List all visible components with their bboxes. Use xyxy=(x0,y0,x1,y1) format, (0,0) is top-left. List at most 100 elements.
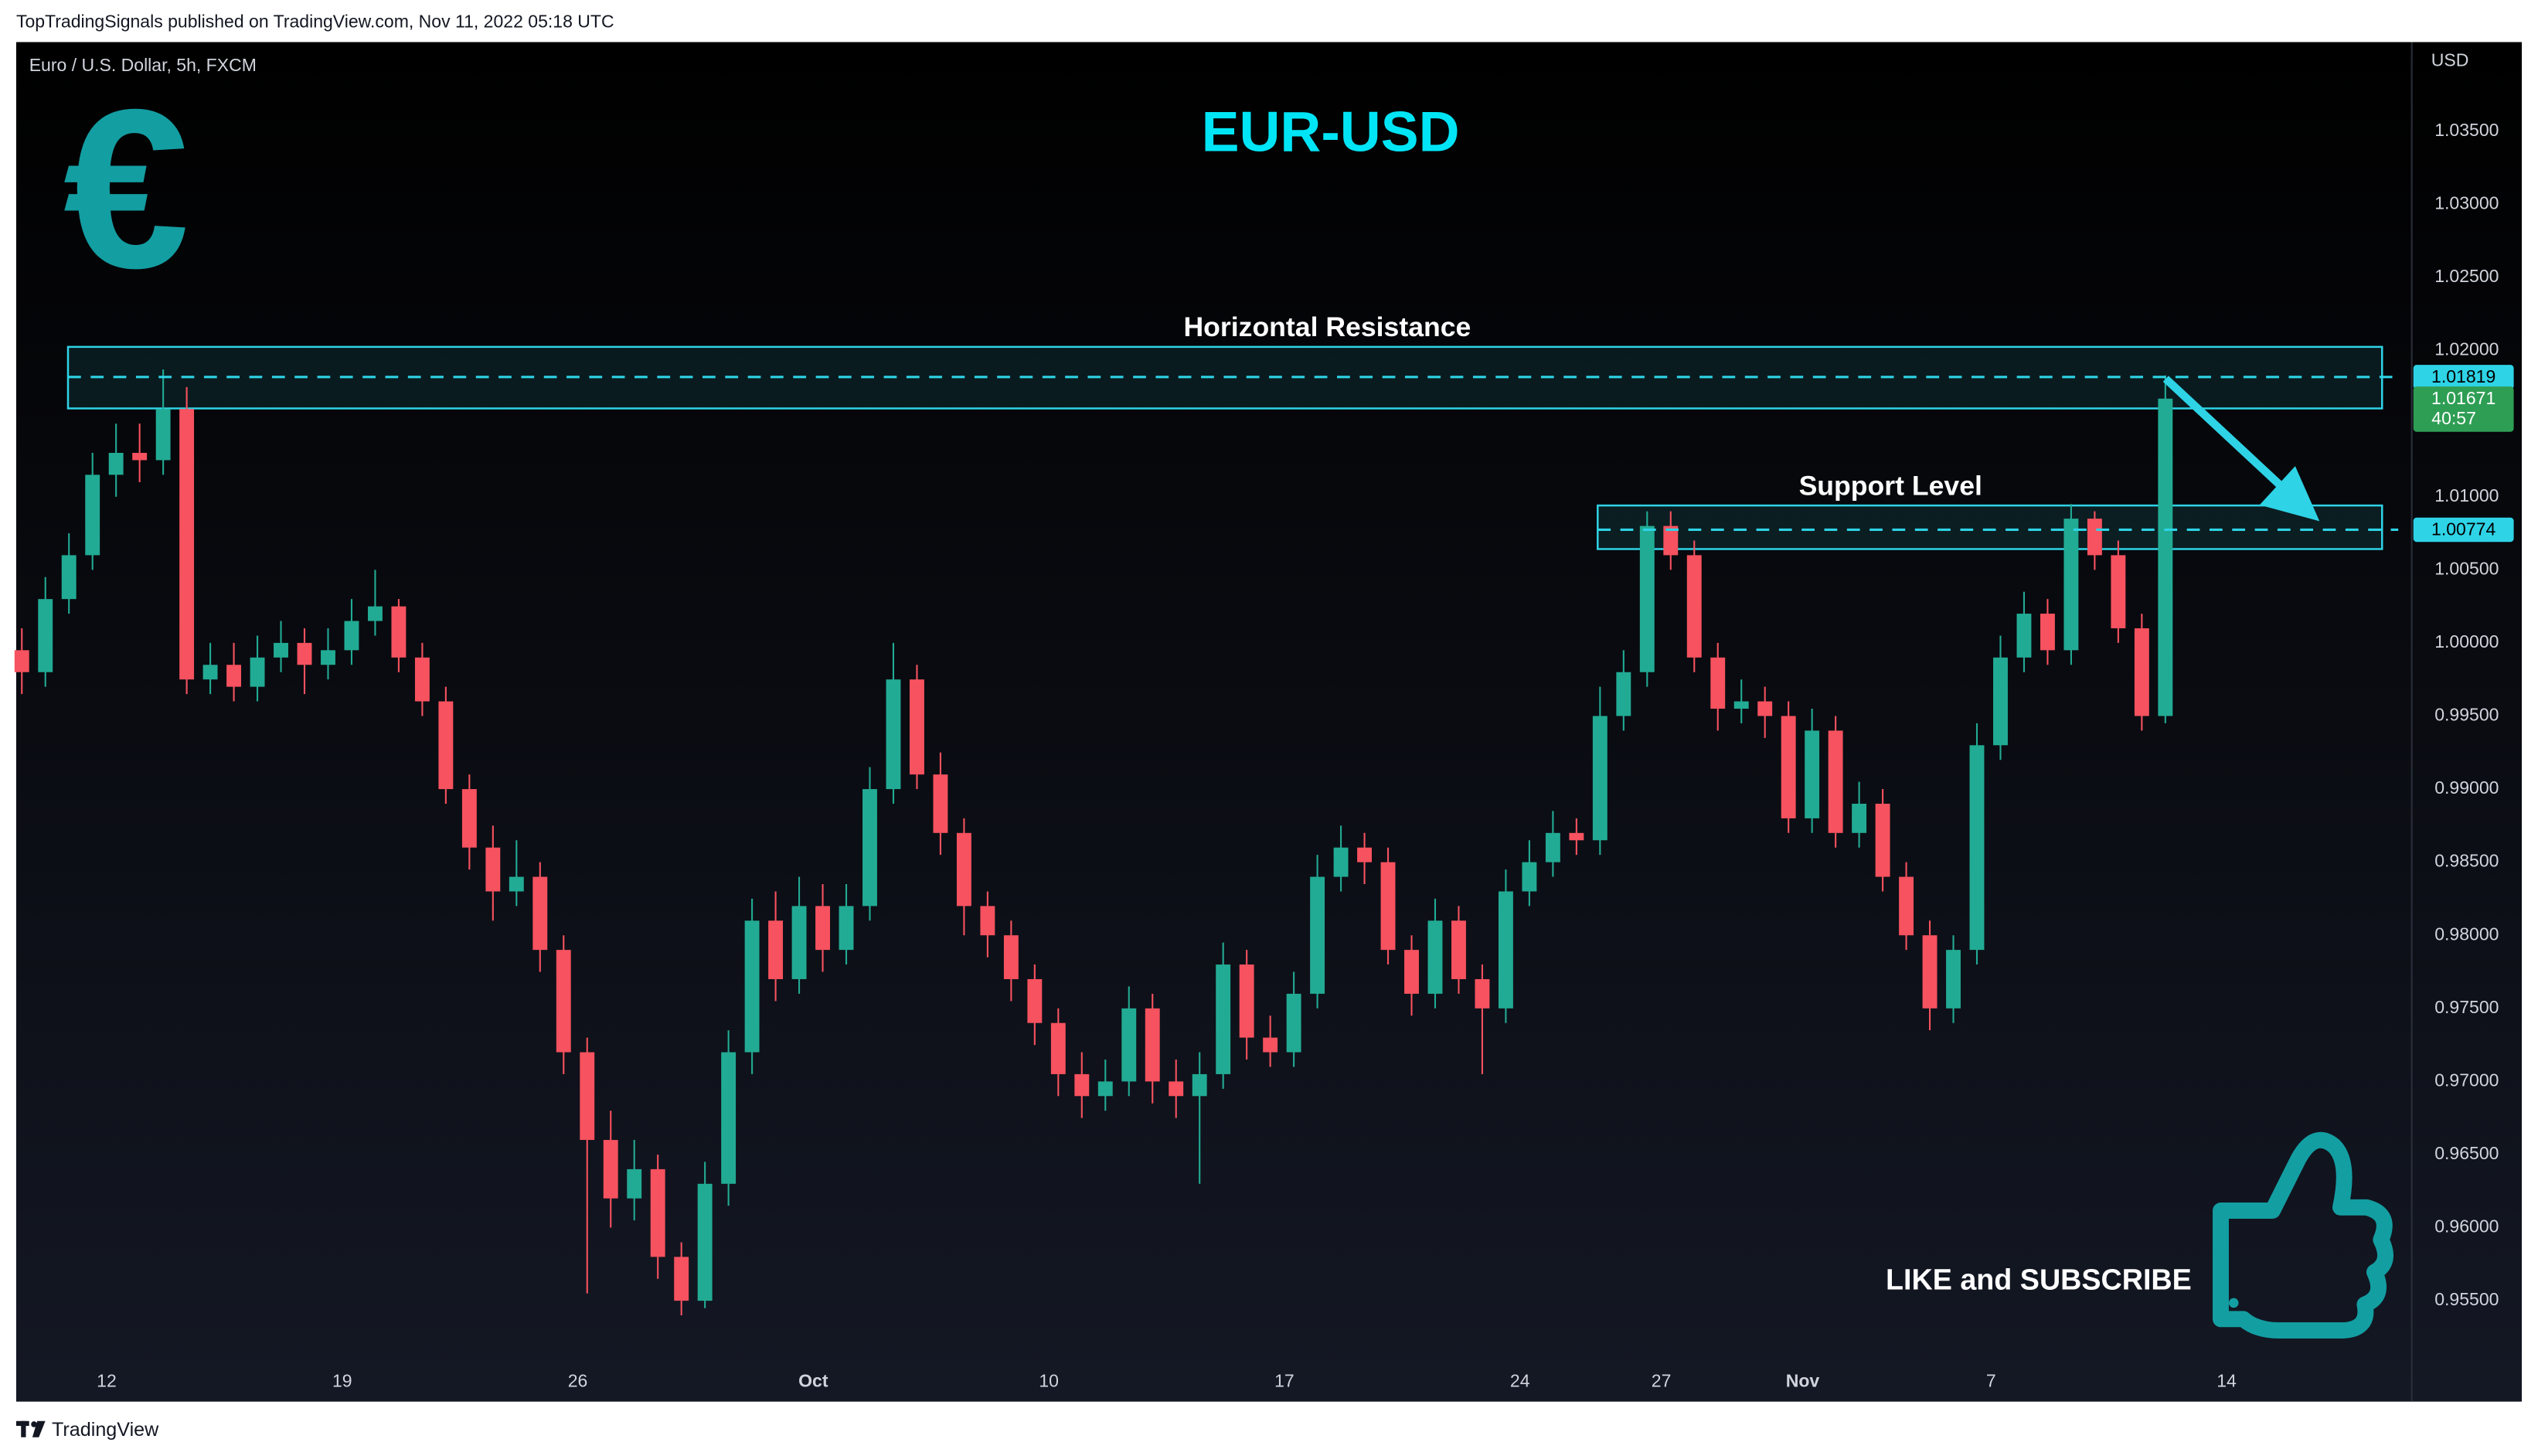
candle-body xyxy=(250,657,265,687)
thumbs-up-icon xyxy=(2213,1131,2393,1339)
publisher-line: TopTradingSignals published on TradingVi… xyxy=(16,11,614,31)
candle-body xyxy=(179,409,195,680)
candle-body xyxy=(1899,876,1914,936)
level-price-label: 1.00774 xyxy=(2431,519,2495,539)
candle-body xyxy=(14,650,29,672)
candle-body xyxy=(862,789,877,907)
candle-body xyxy=(2040,614,2055,651)
x-tick-label: Oct xyxy=(798,1371,828,1391)
candle-body xyxy=(603,1140,618,1199)
candle-body xyxy=(2016,614,2032,658)
y-tick-label: 1.02500 xyxy=(2434,266,2499,286)
candle-body xyxy=(1003,935,1019,979)
candle-body xyxy=(1027,978,1043,1023)
candle-body xyxy=(580,1052,595,1141)
y-tick-label: 1.00500 xyxy=(2434,558,2499,578)
candle-body xyxy=(768,920,784,979)
candle-body xyxy=(108,452,124,475)
candle-body xyxy=(2134,628,2149,716)
y-tick-label: 1.03000 xyxy=(2434,192,2499,213)
candle-body xyxy=(1946,950,1961,1009)
y-tick-label: 1.00000 xyxy=(2434,631,2499,651)
candle-body xyxy=(2111,555,2126,628)
candle-body xyxy=(650,1169,665,1257)
logo-part xyxy=(31,1421,37,1427)
candle-body xyxy=(721,1052,737,1184)
candle-body xyxy=(1074,1073,1090,1097)
candle-body xyxy=(1263,1037,1278,1053)
y-tick-label: 0.97000 xyxy=(2434,1070,2499,1090)
candle-body xyxy=(1710,657,1726,709)
candle-body xyxy=(910,679,924,775)
y-tick-label: 0.96500 xyxy=(2434,1143,2499,1163)
candle-body xyxy=(1993,657,2008,746)
candle-body xyxy=(297,642,312,665)
candle-body xyxy=(1828,730,1843,833)
candle-body xyxy=(367,606,383,621)
candle-body xyxy=(1616,672,1631,716)
candle-body xyxy=(1663,526,1679,556)
x-tick-label: 24 xyxy=(1510,1371,1530,1391)
candle-body xyxy=(791,906,807,979)
candle-body xyxy=(85,475,100,556)
y-tick-label: 0.99500 xyxy=(2434,705,2499,725)
candle-body xyxy=(1522,862,1537,892)
y-tick-label: 0.97500 xyxy=(2434,997,2499,1017)
countdown-label: 40:57 xyxy=(2431,408,2476,428)
candle-body xyxy=(274,642,288,658)
zone-label: Horizontal Resistance xyxy=(1183,311,1471,342)
candle-body xyxy=(1639,526,1655,672)
candle-body xyxy=(933,774,948,833)
last-price-label: 1.01671 xyxy=(2431,388,2495,408)
candle-body xyxy=(1852,803,1867,833)
thumbs-up-dot xyxy=(2228,1298,2239,1308)
candle-body xyxy=(1498,891,1513,1009)
y-tick-label: 1.01000 xyxy=(2434,485,2499,505)
euro-icon: € xyxy=(63,63,189,316)
arrow-head xyxy=(2259,466,2320,522)
level-price-tag xyxy=(2413,517,2514,543)
candle-body xyxy=(1357,847,1372,862)
level-price-tag xyxy=(2413,365,2514,390)
candle-body xyxy=(38,599,53,672)
candle-body xyxy=(1239,964,1254,1038)
candle-body xyxy=(1333,847,1349,877)
candle-body xyxy=(1216,964,1231,1074)
x-tick-label: 14 xyxy=(2216,1371,2237,1391)
candle-body xyxy=(2087,519,2102,556)
tradingview-logo xyxy=(15,1420,46,1437)
x-tick-label: 7 xyxy=(1986,1371,1996,1391)
candle-body xyxy=(1145,1008,1160,1082)
candle-body xyxy=(1286,993,1301,1053)
candle-body xyxy=(1380,862,1396,951)
y-tick-label: 1.03500 xyxy=(2434,120,2499,140)
candle-body xyxy=(1875,803,1890,877)
candle-body xyxy=(1169,1081,1184,1097)
x-tick-label: 10 xyxy=(1039,1371,1059,1391)
symbol-legend: Euro / U.S. Dollar, 5h, FXCM xyxy=(29,55,257,75)
candle-body xyxy=(956,832,971,907)
footer-brand: TradingView xyxy=(52,1419,159,1441)
y-tick-label: 0.98000 xyxy=(2434,924,2499,944)
candle-body xyxy=(556,950,571,1053)
candle-body xyxy=(674,1257,689,1301)
arrow-shaft xyxy=(2162,376,2285,491)
candle-body xyxy=(532,876,548,951)
candle-body xyxy=(1686,555,1702,658)
candle-body xyxy=(391,606,407,658)
candle-body xyxy=(1969,745,1985,951)
x-tick-label: 27 xyxy=(1652,1371,1672,1391)
candle-body xyxy=(1757,701,1773,716)
candle-body xyxy=(344,621,359,651)
candle-body xyxy=(226,665,242,687)
currency-label: USD xyxy=(2431,50,2469,70)
candle-body xyxy=(1121,1008,1137,1082)
x-tick-label: Nov xyxy=(1786,1371,1820,1391)
candle-body xyxy=(815,906,830,951)
candle-body xyxy=(1451,920,1466,979)
candle-body xyxy=(2158,398,2173,716)
y-tick-label: 0.95500 xyxy=(2434,1289,2499,1309)
y-tick-label: 0.99000 xyxy=(2434,777,2499,798)
candle-body xyxy=(1922,935,1938,1009)
